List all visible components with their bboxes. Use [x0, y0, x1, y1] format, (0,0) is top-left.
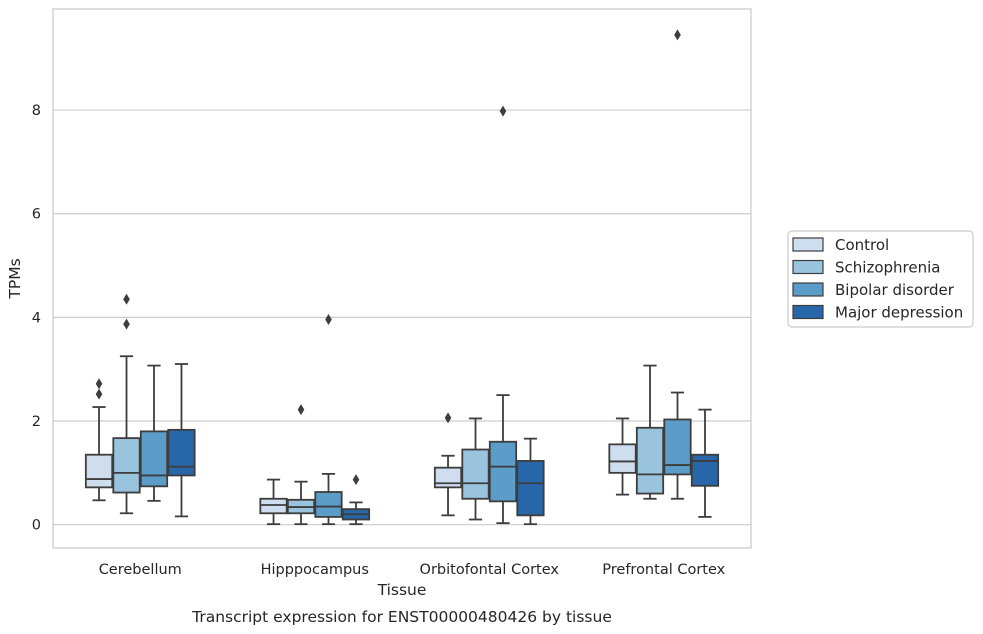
legend-swatch: [792, 259, 824, 275]
box-major-depression: [341, 474, 371, 526]
box-control: [608, 417, 637, 496]
outlier-point: [297, 404, 305, 416]
x-tick-label: Prefrontal Cortex: [602, 562, 725, 578]
box-iqr: [167, 428, 196, 477]
chart-caption: Transcript expression for ENST0000048042…: [191, 608, 612, 626]
legend-swatch: [792, 304, 824, 320]
category-group: [259, 313, 371, 526]
box-control: [84, 378, 114, 502]
y-tick-label: 4: [32, 310, 41, 326]
legend: Control Schizophrenia Bipolar disorder Majo…: [787, 230, 974, 328]
box-schizophrenia: [635, 364, 665, 500]
outlier-point: [674, 29, 681, 41]
box-iqr: [516, 460, 545, 517]
legend-swatch: [792, 237, 824, 252]
box-bipolar-disorder: [663, 29, 692, 500]
legend-label: Control: [835, 236, 889, 254]
legend-item: Bipolar disorder: [792, 281, 955, 299]
box-iqr: [608, 443, 637, 474]
box-iqr: [461, 448, 490, 500]
legend-frame: [787, 230, 974, 328]
box-iqr: [635, 426, 665, 495]
legend-item: Schizophrenia: [792, 259, 940, 277]
x-axis-title: Tissue: [377, 581, 427, 599]
x-tick-labels: Cerebellum Hipppocampus Orbitofontal Corte…: [99, 562, 726, 578]
grid: [53, 109, 751, 526]
x-tick-label: Hipppocampus: [261, 562, 369, 578]
box-major-depression: [516, 437, 545, 526]
box-schizophrenia: [286, 404, 316, 526]
category-group: [608, 29, 720, 518]
outlier-point: [499, 105, 507, 117]
category-group: [433, 105, 545, 526]
legend-item: Control: [792, 236, 889, 254]
y-tick-label: 8: [32, 103, 41, 119]
box-schizophrenia: [461, 417, 490, 521]
box-iqr: [488, 440, 518, 503]
outlier-point: [95, 378, 103, 390]
outlier-point: [95, 388, 103, 400]
category-group: [84, 293, 196, 518]
y-tick-label: 6: [32, 207, 41, 223]
y-tick-labels: 0 2 4 6 8: [32, 103, 41, 534]
box-bipolar-disorder: [314, 313, 343, 526]
outlier-point: [123, 293, 130, 305]
box-iqr: [259, 497, 288, 515]
box-iqr: [690, 453, 720, 487]
outlier-point: [325, 313, 332, 325]
box-iqr: [112, 437, 141, 494]
box-control: [433, 412, 463, 517]
box-major-depression: [690, 408, 720, 518]
box-bipolar-disorder: [488, 105, 518, 525]
outlier-point: [352, 474, 360, 486]
legend-label: Schizophrenia: [835, 259, 940, 277]
legend-label: Bipolar disorder: [835, 281, 955, 299]
box-major-depression: [167, 363, 196, 518]
box-iqr: [84, 453, 114, 489]
x-tick-label: Cerebellum: [99, 562, 182, 578]
y-axis-title: TPMs: [6, 258, 24, 299]
box-groups: [84, 29, 720, 526]
plot-frame: [52, 8, 752, 549]
legend-label: Major depression: [835, 304, 963, 322]
outlier-point: [444, 412, 452, 424]
x-tick-label: Orbitofontal Cortex: [420, 562, 560, 578]
y-tick-label: 0: [32, 518, 41, 534]
box-bipolar-disorder: [139, 364, 169, 502]
box-iqr: [433, 466, 463, 489]
y-tick-label: 2: [32, 414, 41, 430]
box-control: [259, 478, 288, 526]
outlier-point: [123, 318, 130, 330]
legend-item: Major depression: [792, 304, 963, 322]
box-iqr: [139, 430, 169, 488]
legend-swatch: [792, 282, 824, 297]
box-schizophrenia: [112, 293, 141, 515]
box-iqr: [314, 491, 343, 518]
box-iqr: [663, 418, 692, 476]
